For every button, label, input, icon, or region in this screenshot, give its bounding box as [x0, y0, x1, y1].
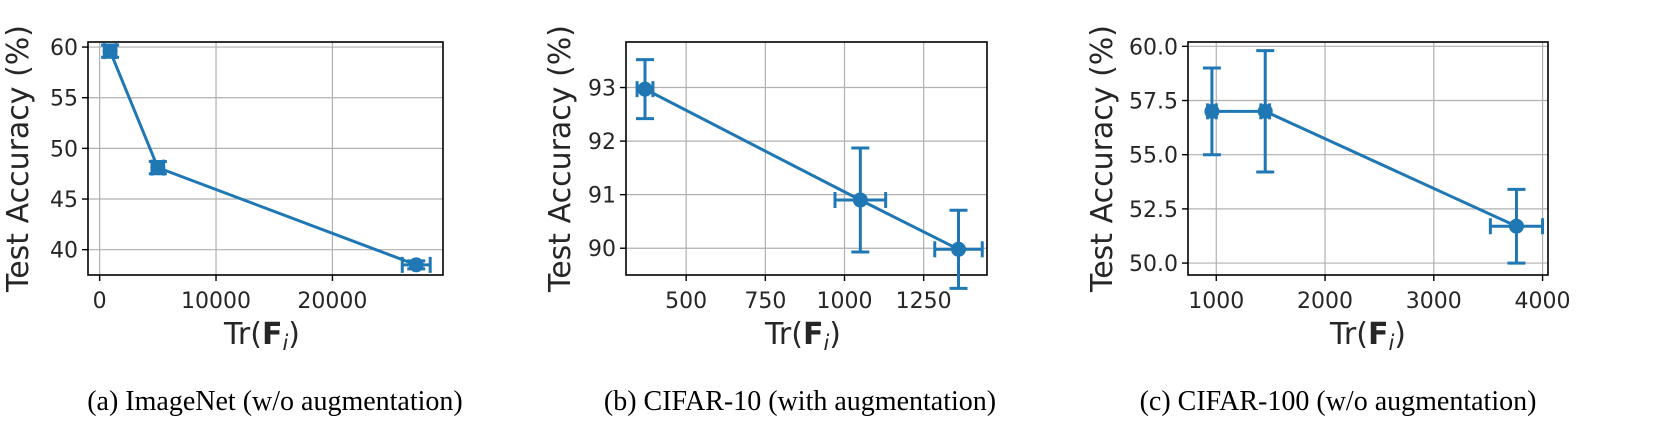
plot-frame	[625, 41, 988, 276]
x-tick-label: 1000	[817, 289, 873, 314]
y-tick-label: 93	[588, 77, 616, 102]
chart-panel-3: 1000 2000 3000 4000 50.0 52.5 55.0 57.5 60.0 Test…	[1085, 25, 1571, 417]
data-point	[637, 81, 653, 97]
x-tick-label: 20000	[297, 289, 367, 314]
y-tick-label: 50.0	[1129, 252, 1178, 277]
y-tick-label: 40	[50, 239, 78, 264]
x-tick-label: 3000	[1406, 289, 1462, 314]
data-point	[1204, 103, 1220, 119]
y-tick-label: 91	[588, 184, 616, 209]
x-tick-label: 1000	[1188, 289, 1244, 314]
y-axis-label: Test Accuracy (%)	[1085, 25, 1120, 293]
plot-frame	[87, 41, 444, 276]
x-axis-label: Tr(Fi)	[764, 317, 841, 355]
subfigure-caption: (b) CIFAR-10 (with augmentation)	[604, 386, 996, 417]
y-tick-label: 55	[50, 87, 78, 112]
data-point	[102, 43, 118, 59]
data-point	[951, 241, 966, 257]
x-tick-label: 1250	[896, 289, 952, 314]
y-axis-label: Test Accuracy (%)	[1, 25, 36, 293]
plot-frame	[1187, 41, 1549, 276]
data-point	[852, 192, 868, 208]
x-tick-label: 2000	[1297, 289, 1353, 314]
x-tick-label: 500	[665, 289, 707, 314]
y-axis-label: Test Accuracy (%)	[543, 25, 578, 293]
y-tick-label: 57.5	[1129, 90, 1178, 115]
data-point	[150, 160, 166, 176]
subfigure-caption: (c) CIFAR-100 (w/o augmentation)	[1140, 386, 1537, 417]
data-point	[1257, 103, 1273, 119]
x-tick-label: 4000	[1515, 289, 1571, 314]
data-point	[408, 257, 424, 273]
x-tick-label: 0	[93, 289, 107, 314]
chart-panel-1: 0 10000 20000 40 45 50 55 60 Test Accuracy (%) Tr…	[1, 25, 463, 417]
y-tick-label: 60	[50, 36, 78, 61]
y-tick-label: 60.0	[1129, 35, 1178, 60]
subfigure-caption: (a) ImageNet (w/o augmentation)	[87, 386, 463, 417]
x-axis-label: Tr(Fi)	[223, 317, 300, 355]
series-line	[108, 50, 417, 267]
x-tick-label: 10000	[181, 289, 251, 314]
x-tick-label: 750	[744, 289, 786, 314]
series-line	[644, 87, 960, 251]
y-tick-label: 55.0	[1129, 144, 1178, 169]
chart-panel-2: 500 750 1000 1250 90 91 92 93 Test Accuracy (%) T…	[543, 25, 996, 417]
y-tick-label: 52.5	[1129, 198, 1178, 223]
y-tick-label: 92	[588, 130, 616, 155]
x-axis-label: Tr(Fi)	[1329, 317, 1406, 355]
y-tick-label: 45	[50, 188, 78, 213]
y-tick-label: 90	[588, 237, 616, 262]
data-point	[1508, 218, 1524, 234]
y-tick-label: 50	[50, 137, 78, 162]
